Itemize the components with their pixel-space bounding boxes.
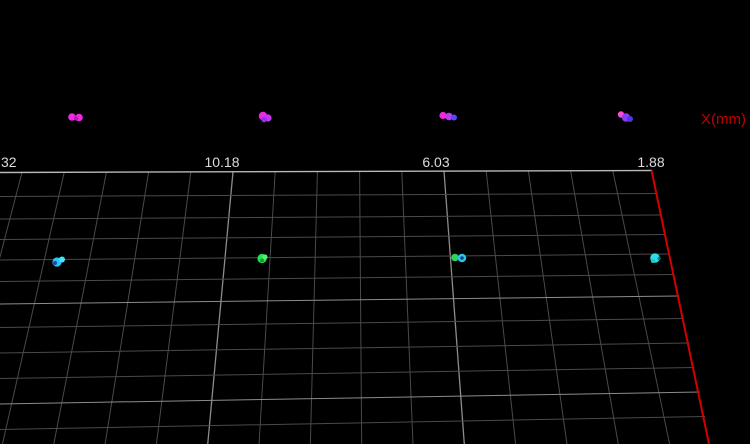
point-dot	[260, 258, 264, 263]
grid-horizontal-line	[0, 318, 684, 328]
point-cluster-upper	[617, 111, 633, 122]
point-cluster-lower	[650, 253, 661, 263]
grid-vertical-major-line	[443, 171, 465, 444]
grid-vertical-line	[527, 170, 568, 444]
grid-horizontal-line	[0, 391, 700, 405]
point-cluster-lower	[257, 253, 268, 264]
point-cluster-lower	[451, 253, 467, 263]
point-cluster-upper	[68, 113, 83, 122]
x-tick-label: 32	[1, 154, 17, 170]
grid-far-edge-line	[0, 169, 652, 174]
grid-vertical-line	[359, 171, 363, 444]
point-dot	[262, 254, 268, 260]
grid-vertical-line	[53, 172, 107, 444]
x-axis-line	[650, 170, 710, 444]
point-dot	[73, 116, 79, 121]
grid-vertical-major-line	[207, 171, 234, 444]
grid-vertical-line	[485, 170, 517, 444]
grid-vertical-line	[309, 171, 318, 444]
grid-vertical-line	[0, 172, 23, 259]
grid-vertical-line	[401, 171, 414, 444]
grid-horizontal-line	[0, 253, 670, 261]
x-tick-label: 10.18	[204, 154, 239, 170]
grid-horizontal-line	[0, 193, 657, 197]
point-dot	[59, 256, 65, 263]
grid-horizontal-line	[0, 416, 705, 430]
grid-vertical-line	[258, 171, 276, 444]
x-tick-label: 6.03	[422, 154, 449, 170]
point-cluster-upper	[439, 111, 457, 121]
grid-horizontal-line	[0, 234, 666, 240]
grid-horizontal-line	[0, 367, 695, 379]
point-dot	[439, 111, 447, 120]
point-dot	[651, 259, 655, 263]
grid-vertical-line	[612, 170, 671, 444]
point-dot	[460, 256, 464, 260]
point-dot	[451, 253, 459, 262]
point-dot	[261, 116, 267, 123]
grid-vertical-line	[104, 171, 150, 444]
grid-vertical-line	[155, 171, 192, 444]
grid-horizontal-line	[0, 342, 690, 354]
grid-vertical-line	[1, 172, 65, 444]
grid-vertical-line	[570, 170, 619, 444]
point-dot	[451, 114, 457, 121]
point-dot	[53, 261, 57, 265]
grid-horizontal-line	[0, 214, 662, 220]
x-tick-label: 1.88	[637, 154, 664, 170]
grid-horizontal-line	[0, 295, 679, 305]
point-dot	[445, 112, 453, 121]
point-dot	[627, 116, 633, 122]
grid-horizontal-line	[0, 274, 675, 282]
point-dot	[657, 256, 661, 261]
x-axis-label: X(mm)	[701, 111, 746, 128]
point-cluster-upper	[258, 111, 272, 123]
point-cluster-lower	[52, 256, 65, 267]
